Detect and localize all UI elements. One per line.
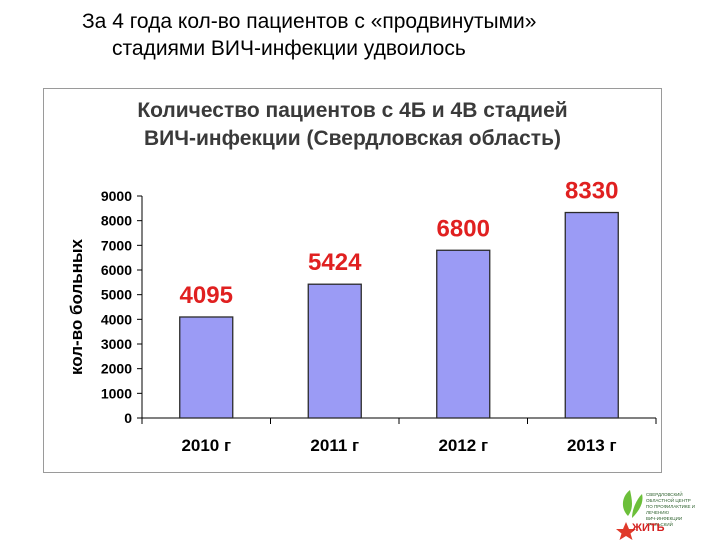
logo-text-line: Свердловский xyxy=(646,492,683,497)
bar xyxy=(179,316,234,419)
y-tick-label: 6000 xyxy=(101,262,132,278)
x-tick-label: 2011 г xyxy=(310,436,359,455)
y-tick-label: 4000 xyxy=(101,311,132,327)
data-label: 8330 xyxy=(565,178,618,205)
bar xyxy=(436,249,491,419)
y-tick-label: 5000 xyxy=(101,287,132,303)
bar xyxy=(564,211,619,419)
data-label: 6800 xyxy=(437,215,490,242)
bar-chart: 0 1000 2000 3000 4000 5000 6000 7000 8000 9000 кол… xyxy=(67,178,657,455)
chart-title-line-1: Количество пациентов с 4Б и 4В стадией xyxy=(137,99,568,122)
logo-word: ЖИТЬ xyxy=(632,522,665,534)
slide-title: За 4 года кол-во пациентов с «продвинуты… xyxy=(60,8,700,62)
logo-text-line: Уральский xyxy=(646,522,673,527)
data-label: 4095 xyxy=(180,282,233,309)
y-axis-label: кол-во больных xyxy=(67,238,86,375)
y-tick-label: 8000 xyxy=(101,213,132,229)
chart-title: Количество пациентов с 4Б и 4В стадией В… xyxy=(44,97,661,153)
chart-title-line-2: ВИЧ-инфекции (Свердловская область) xyxy=(144,127,561,150)
organization-logo: Свердловский областной центр по профилак… xyxy=(614,486,714,540)
y-tick-label: 1000 xyxy=(101,385,132,401)
y-tick-label: 2000 xyxy=(101,361,132,377)
slide-title-line-2: стадиями ВИЧ-инфекции удвоилось xyxy=(112,37,466,60)
y-tick-label: 0 xyxy=(124,410,132,426)
logo-text-line: по профилактике и лечению xyxy=(646,504,695,515)
logo-text-line: ВИЧ-инфекции xyxy=(646,516,683,521)
logo-text-line: областной центр xyxy=(646,498,691,503)
y-tick-label: 3000 xyxy=(101,336,132,352)
x-tick-label: 2012 г xyxy=(438,436,488,455)
logo-emblem-icon xyxy=(616,490,643,540)
x-tick-label: 2010 г xyxy=(181,436,231,455)
y-tick-label: 7000 xyxy=(101,237,132,253)
data-label: 5424 xyxy=(308,249,362,276)
logo-text: Свердловский областной центр по профилак… xyxy=(646,492,716,528)
slide-title-line-1: За 4 года кол-во пациентов с «продвинуты… xyxy=(82,10,537,33)
bar xyxy=(307,283,362,419)
chart-frame: Количество пациентов с 4Б и 4В стадией В… xyxy=(43,88,662,473)
y-tick-label: 9000 xyxy=(101,188,132,204)
x-tick-label: 2013 г xyxy=(567,436,617,455)
